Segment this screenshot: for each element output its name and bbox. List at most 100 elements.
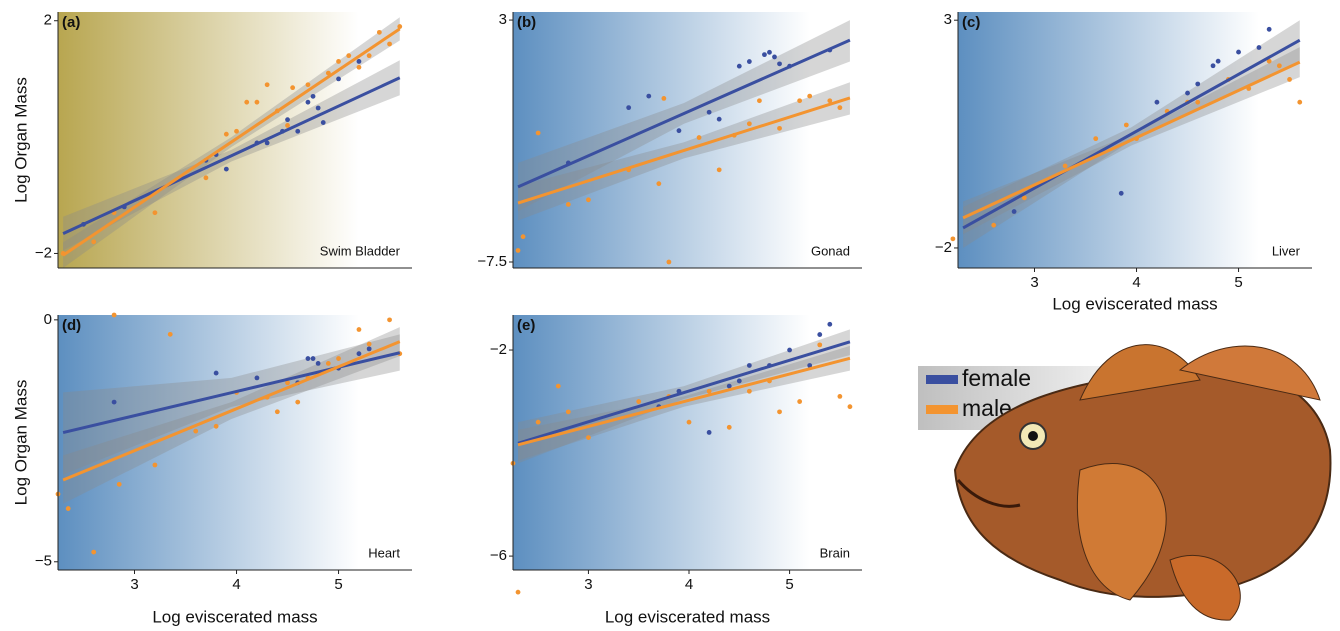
- data-point: [772, 55, 777, 60]
- data-point: [991, 223, 996, 228]
- legend-label: female: [962, 365, 1031, 391]
- panel-label: (a): [62, 14, 80, 31]
- x-tick-label: 5: [1234, 274, 1242, 291]
- data-point: [367, 53, 372, 58]
- data-point: [727, 425, 732, 430]
- data-point: [244, 100, 249, 105]
- panel-label: (e): [517, 317, 535, 334]
- organ-label: Gonad: [811, 243, 850, 258]
- data-point: [661, 96, 666, 101]
- data-point: [193, 429, 198, 434]
- data-point: [797, 98, 802, 103]
- data-point: [255, 376, 260, 381]
- data-point: [112, 400, 117, 405]
- data-point: [536, 131, 541, 136]
- data-point: [717, 117, 722, 122]
- data-point: [153, 463, 158, 468]
- x-tick-label: 4: [232, 576, 240, 593]
- y-tick-label: 0: [44, 311, 52, 328]
- data-point: [387, 42, 392, 47]
- x-tick-label: 3: [584, 576, 592, 593]
- data-point: [636, 399, 641, 404]
- data-point: [777, 409, 782, 414]
- data-point: [566, 409, 571, 414]
- data-point: [1236, 50, 1241, 55]
- x-tick-label: 4: [685, 576, 693, 593]
- data-point: [1012, 209, 1017, 214]
- y-axis-label: Log Organ Mass: [11, 77, 30, 203]
- organ-label: Swim Bladder: [320, 243, 401, 258]
- data-point: [697, 135, 702, 140]
- y-tick-label: −5: [35, 553, 52, 570]
- data-point: [837, 105, 842, 110]
- y-tick-label: 3: [944, 11, 952, 28]
- data-point: [285, 117, 290, 122]
- data-point: [707, 389, 712, 394]
- data-point: [290, 85, 295, 90]
- x-axis-label: Log eviscerated mass: [152, 607, 317, 626]
- data-point: [747, 363, 752, 368]
- data-point: [737, 64, 742, 69]
- y-tick-label: −2: [490, 341, 507, 358]
- data-point: [224, 132, 229, 137]
- data-point: [646, 94, 651, 99]
- data-point: [367, 346, 372, 351]
- data-point: [1195, 100, 1200, 105]
- y-tick-label: 3: [499, 11, 507, 28]
- data-point: [168, 332, 173, 337]
- y-tick-label: 2: [44, 12, 52, 29]
- data-point: [707, 110, 712, 115]
- y-tick-label: −2: [35, 244, 52, 261]
- data-point: [1257, 45, 1262, 50]
- data-point: [536, 420, 541, 425]
- data-point: [316, 106, 321, 111]
- x-axis-label: Log eviscerated mass: [1052, 294, 1217, 313]
- legend-swatch: [926, 375, 958, 384]
- data-point: [1093, 136, 1098, 141]
- data-point: [306, 82, 311, 87]
- data-point: [767, 50, 772, 55]
- data-point: [357, 327, 362, 332]
- x-tick-label: 5: [334, 576, 342, 593]
- y-tick-label: −7.5: [477, 253, 507, 270]
- data-point: [214, 371, 219, 376]
- data-point: [817, 332, 822, 337]
- organ-label: Heart: [368, 545, 400, 560]
- data-point: [346, 53, 351, 58]
- y-axis-label: Log Organ Mass: [11, 380, 30, 506]
- data-point: [311, 94, 316, 99]
- data-point: [367, 342, 372, 347]
- data-point: [1119, 191, 1124, 196]
- data-point: [666, 260, 671, 265]
- data-point: [204, 175, 209, 180]
- data-point: [224, 167, 229, 172]
- x-tick-label: 3: [130, 576, 138, 593]
- data-point: [285, 123, 290, 128]
- panel-label: (d): [62, 317, 81, 334]
- data-point: [336, 59, 341, 64]
- data-point: [827, 322, 832, 327]
- data-point: [1287, 77, 1292, 82]
- panel-label: (c): [962, 14, 980, 31]
- figure: female male 2−2(a)Swim BladderLog Organ …: [0, 0, 1340, 631]
- x-tick-label: 4: [1132, 274, 1140, 291]
- data-point: [321, 120, 326, 125]
- data-point: [516, 590, 521, 595]
- panel-label: (b): [517, 14, 536, 31]
- data-point: [757, 98, 762, 103]
- data-point: [586, 197, 591, 202]
- organ-label: Brain: [820, 545, 850, 560]
- data-point: [336, 356, 341, 361]
- data-point: [556, 384, 561, 389]
- data-point: [316, 361, 321, 366]
- data-point: [737, 379, 742, 384]
- data-point: [1185, 91, 1190, 96]
- data-point: [91, 239, 96, 244]
- data-point: [1155, 100, 1160, 105]
- data-point: [377, 30, 382, 35]
- x-tick-label: 5: [785, 576, 793, 593]
- data-point: [234, 129, 239, 134]
- data-point: [306, 356, 311, 361]
- data-point: [677, 128, 682, 133]
- data-point: [747, 389, 752, 394]
